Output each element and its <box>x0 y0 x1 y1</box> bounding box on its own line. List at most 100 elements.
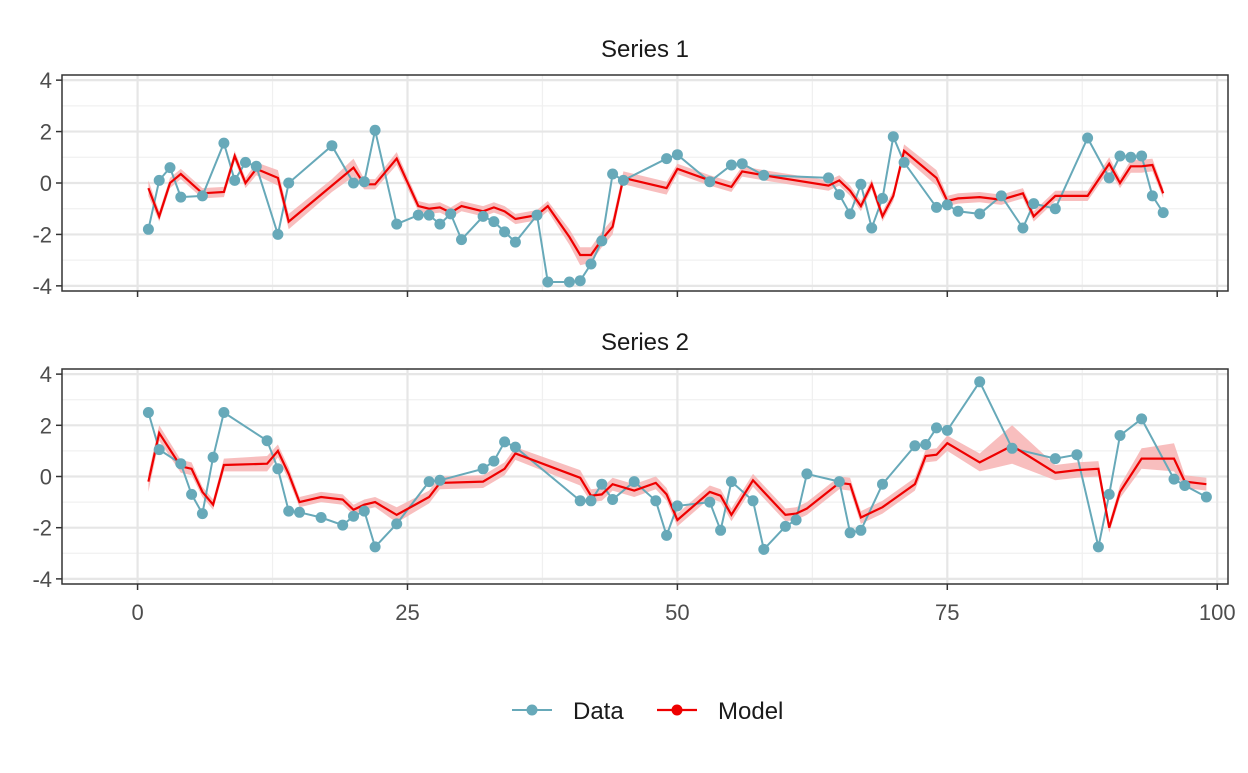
data-point <box>1017 222 1029 234</box>
panel-title: Series 2 <box>601 329 689 356</box>
data-point <box>725 476 737 488</box>
data-point <box>1125 151 1137 163</box>
data-point <box>736 158 748 170</box>
data-point <box>1006 442 1018 454</box>
y-tick-label: 2 <box>40 413 52 438</box>
y-tick-label: 0 <box>40 171 52 196</box>
model-series-line <box>147 148 1165 257</box>
data-point <box>272 463 284 475</box>
data-point <box>261 435 273 447</box>
x-tick-label: 50 <box>665 600 689 625</box>
panel-title: Series 1 <box>601 36 689 63</box>
data-point <box>488 216 500 228</box>
data-point <box>445 208 457 220</box>
data-point <box>207 451 219 463</box>
data-point <box>1092 541 1104 553</box>
y-tick-label: 0 <box>40 465 52 490</box>
legend-key-model-point <box>671 704 683 716</box>
data-point <box>844 208 856 220</box>
data-point <box>391 518 403 530</box>
data-point <box>1168 473 1180 485</box>
data-point <box>909 440 921 452</box>
data-point <box>898 156 910 168</box>
panel-1: Series 1 -4 -2 0 2 4 <box>32 36 1229 299</box>
data-point <box>294 506 305 518</box>
x-tick-label: 0 <box>131 600 143 625</box>
data-point <box>196 508 208 520</box>
data-point <box>715 524 727 536</box>
data-point <box>887 131 899 143</box>
model-ribbon <box>148 144 1164 266</box>
data-point <box>369 124 381 136</box>
data-point <box>175 458 187 470</box>
data-point <box>164 162 176 174</box>
data-point <box>671 500 683 512</box>
data-point <box>855 178 867 190</box>
data-point <box>1103 172 1115 184</box>
data-point <box>931 201 942 213</box>
data-point <box>661 529 673 541</box>
data-point <box>142 407 154 418</box>
data-point <box>596 478 608 490</box>
data-point <box>585 495 597 507</box>
data-point <box>704 496 716 508</box>
data-point <box>844 527 856 539</box>
data-point <box>348 177 359 189</box>
data-point <box>283 177 295 189</box>
data-point <box>477 210 489 222</box>
data-point <box>823 172 834 184</box>
data-point <box>229 174 241 186</box>
data-point <box>607 494 619 505</box>
data-point <box>499 226 511 238</box>
data-point <box>218 407 230 418</box>
data-point <box>758 169 770 181</box>
data-point <box>650 495 662 507</box>
data-point <box>315 512 327 523</box>
data-point <box>358 505 370 517</box>
x-tick-label: 100 <box>1199 600 1236 625</box>
data-point <box>941 424 953 436</box>
legend-label-data: Data <box>573 698 624 725</box>
data-point <box>218 137 230 149</box>
data-point <box>1082 132 1094 144</box>
data-point <box>671 149 683 161</box>
y-tick-label: -2 <box>32 516 52 541</box>
data-point <box>563 276 575 288</box>
data-point <box>833 476 845 488</box>
data-point <box>1049 203 1061 215</box>
data-point <box>423 209 435 221</box>
data-point <box>574 275 586 287</box>
data-point <box>1049 453 1061 465</box>
data-point <box>855 524 867 536</box>
data-point <box>1103 488 1115 500</box>
data-point <box>725 159 737 171</box>
data-point <box>1136 413 1148 425</box>
data-point <box>283 505 295 517</box>
data-point <box>1136 150 1148 162</box>
data-point <box>488 455 500 467</box>
data-point <box>877 478 888 490</box>
data-point <box>1114 430 1126 441</box>
data-point <box>272 228 284 240</box>
data-point <box>790 514 802 526</box>
data-point <box>175 191 187 203</box>
data-point <box>866 222 878 234</box>
data-point <box>1146 190 1158 202</box>
data-point <box>747 495 759 507</box>
legend-key-data-point <box>526 704 538 716</box>
data-point <box>499 436 511 448</box>
data-point <box>326 140 338 152</box>
data-point <box>1179 480 1191 491</box>
data-point <box>434 218 446 230</box>
data-point <box>423 476 435 488</box>
y-tick-label: -4 <box>32 567 52 592</box>
data-point <box>574 495 586 507</box>
legend-label-model: Model <box>718 698 783 725</box>
data-point <box>941 199 953 211</box>
data-point <box>974 208 986 220</box>
data-point <box>1028 198 1040 210</box>
data-point <box>542 276 554 288</box>
data-point <box>412 209 424 221</box>
